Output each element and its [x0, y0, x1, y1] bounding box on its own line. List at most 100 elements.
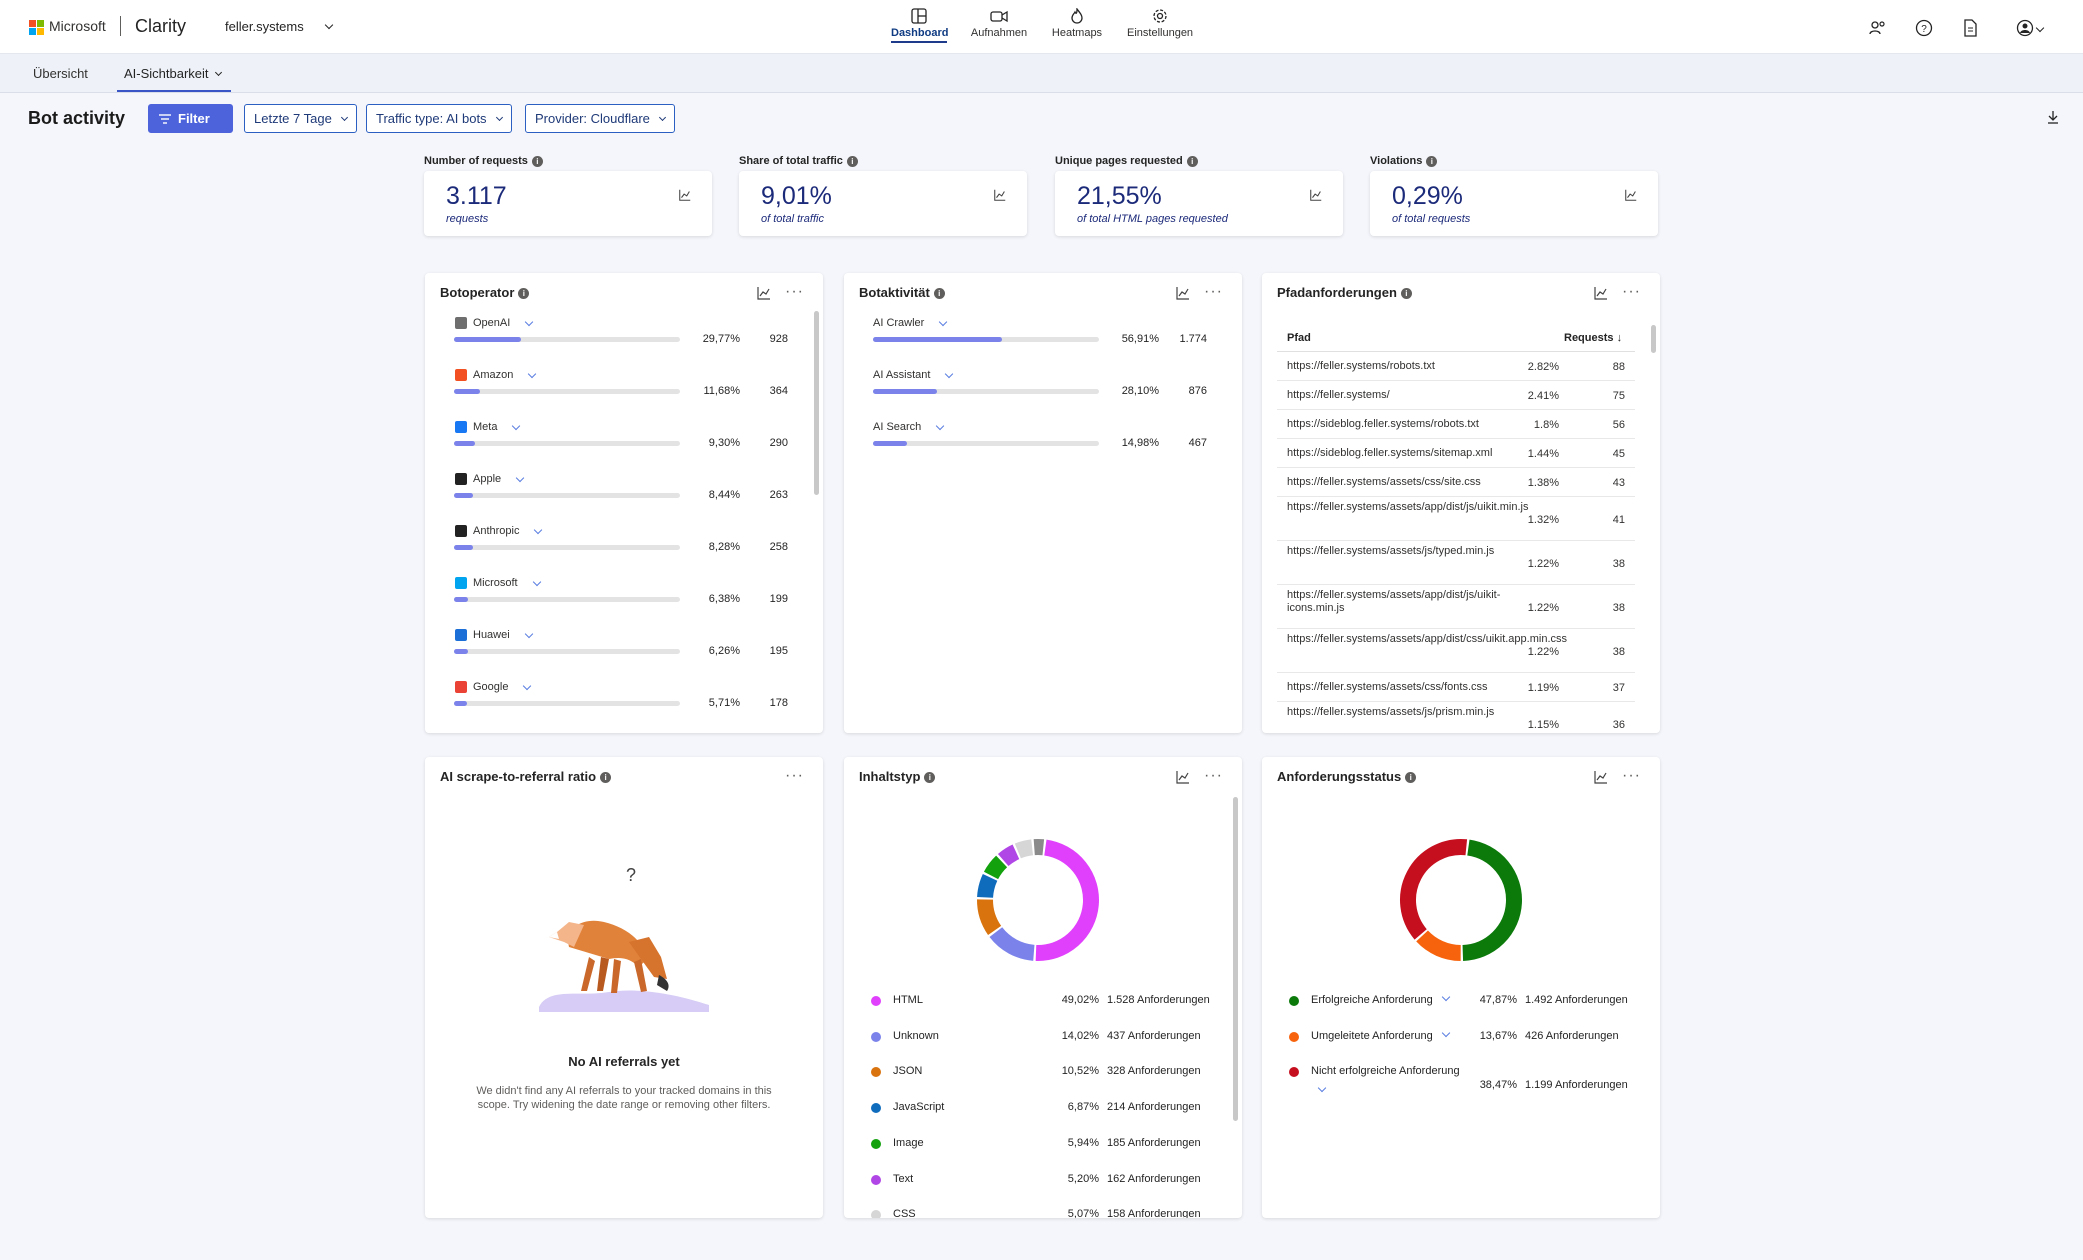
donut-segment[interactable] — [1416, 930, 1462, 961]
info-icon[interactable]: i — [846, 155, 858, 167]
chevron-down-icon[interactable] — [2035, 23, 2045, 33]
info-icon[interactable]: i — [518, 288, 530, 300]
row-item-huawei[interactable]: Huawei — [455, 629, 533, 641]
document-icon[interactable] — [1960, 18, 1980, 38]
share-people-icon[interactable] — [1867, 18, 1887, 38]
provider-dropdown[interactable]: Provider: Cloudflare — [525, 104, 675, 133]
path-cell[interactable]: https://feller.systems/assets/js/prism.m… — [1287, 706, 1495, 718]
info-icon[interactable]: i — [1400, 288, 1412, 300]
row-item-openai[interactable]: OpenAI — [455, 317, 534, 329]
row-item-ai-search[interactable]: AI Search — [873, 421, 945, 433]
legend-item[interactable]: CSS 5,07% 158 Anforderungen — [871, 1208, 1211, 1218]
trend-chart-icon[interactable] — [1175, 285, 1191, 301]
chevron-down-icon[interactable] — [525, 317, 534, 326]
chevron-down-icon[interactable] — [532, 577, 541, 586]
path-cell[interactable]: https://feller.systems/assets/css/fonts.… — [1287, 681, 1488, 693]
table-row[interactable]: https://feller.systems/assets/css/fonts.… — [1277, 673, 1635, 702]
column-header-path[interactable]: Pfad — [1287, 332, 1311, 344]
filter-button[interactable]: Filter — [148, 104, 233, 133]
donut-segment[interactable] — [1462, 839, 1522, 961]
table-row[interactable]: https://feller.systems/2.41% 75 — [1277, 381, 1635, 410]
trend-chart-icon[interactable] — [756, 285, 772, 301]
info-icon[interactable]: i — [1426, 155, 1438, 167]
legend-item[interactable]: JSON 10,52% 328 Anforderungen — [871, 1065, 1211, 1081]
help-icon[interactable]: ? — [1914, 18, 1934, 38]
row-item-ai-crawler[interactable]: AI Crawler — [873, 317, 948, 329]
legend-item[interactable]: Unknown 14,02% 437 Anforderungen — [871, 1030, 1211, 1046]
donut-segment[interactable] — [997, 844, 1020, 867]
more-options-icon[interactable]: ··· — [1622, 767, 1641, 784]
donut-segment[interactable] — [1400, 839, 1468, 940]
row-item-google[interactable]: Google — [455, 681, 532, 693]
app-name[interactable]: Clarity — [135, 16, 187, 36]
tab-ai-visibility[interactable]: AI-Sichtbarkeit — [124, 66, 223, 81]
info-icon[interactable]: i — [1405, 772, 1417, 784]
scrollbar[interactable] — [1651, 325, 1656, 353]
info-icon[interactable]: i — [531, 155, 543, 167]
row-item-ai-assistant[interactable]: AI Assistant — [873, 369, 954, 381]
info-icon[interactable]: i — [600, 772, 612, 784]
path-cell[interactable]: https://feller.systems/assets/app/dist/c… — [1287, 633, 1567, 645]
legend-item[interactable]: Nicht erfolgreiche Anforderung 38,47% 1.19… — [1289, 1065, 1629, 1093]
nav-aufnahmen[interactable]: Aufnahmen — [969, 8, 1029, 39]
table-row[interactable]: https://feller.systems/assets/app/dist/j… — [1277, 497, 1635, 541]
chevron-down-icon[interactable] — [1317, 1083, 1327, 1093]
row-item-meta[interactable]: Meta — [455, 421, 521, 433]
chevron-down-icon[interactable] — [1441, 1028, 1450, 1038]
path-cell[interactable]: https://sideblog.feller.systems/sitemap.… — [1287, 447, 1493, 459]
donut-segment[interactable] — [977, 873, 998, 899]
legend-item[interactable]: Image 5,94% 185 Anforderungen — [871, 1137, 1211, 1153]
donut-segment[interactable] — [1035, 839, 1099, 961]
scrollbar[interactable] — [814, 311, 819, 495]
donut-segment[interactable] — [977, 899, 1002, 936]
chevron-down-icon[interactable] — [512, 421, 521, 430]
legend-item[interactable]: Text 5,20% 162 Anforderungen — [871, 1173, 1211, 1189]
chevron-down-icon[interactable] — [528, 369, 537, 378]
project-selector[interactable]: feller.systems — [225, 19, 333, 34]
trend-chart-icon[interactable] — [1309, 188, 1323, 202]
more-options-icon[interactable]: ··· — [785, 767, 804, 784]
more-options-icon[interactable]: ··· — [785, 283, 804, 300]
path-cell[interactable]: https://feller.systems/assets/css/site.c… — [1287, 476, 1481, 488]
row-item-anthropic[interactable]: Anthropic — [455, 525, 543, 537]
chevron-down-icon[interactable] — [523, 681, 532, 690]
info-icon[interactable]: i — [1186, 155, 1198, 167]
chevron-down-icon[interactable] — [939, 317, 948, 326]
donut-segment[interactable] — [1014, 839, 1034, 859]
table-row[interactable]: https://feller.systems/assets/app/dist/c… — [1277, 629, 1635, 673]
nav-heatmaps[interactable]: Heatmaps — [1050, 8, 1104, 39]
chevron-down-icon[interactable] — [524, 629, 533, 638]
legend-item[interactable]: JavaScript 6,87% 214 Anforderungen — [871, 1101, 1211, 1117]
trend-chart-icon[interactable] — [1624, 188, 1638, 202]
chevron-down-icon[interactable] — [936, 421, 945, 430]
legend-item[interactable]: Umgeleitete Anforderung 13,67% 426 Anforde… — [1289, 1028, 1629, 1046]
scrollbar[interactable] — [1233, 797, 1238, 1121]
path-cell[interactable]: https://feller.systems/robots.txt — [1287, 360, 1435, 372]
traffic-type-dropdown[interactable]: Traffic type: AI bots — [366, 104, 512, 133]
trend-chart-icon[interactable] — [993, 188, 1007, 202]
path-cell[interactable]: https://feller.systems/assets/app/dist/j… — [1287, 589, 1501, 614]
chevron-down-icon[interactable] — [534, 525, 543, 534]
more-options-icon[interactable]: ··· — [1622, 283, 1641, 300]
chevron-down-icon[interactable] — [945, 369, 954, 378]
nav-einstellungen[interactable]: Einstellungen — [1127, 8, 1193, 39]
donut-segment[interactable] — [989, 926, 1035, 961]
tab-overview[interactable]: Übersicht — [33, 66, 88, 81]
account-icon[interactable] — [2015, 18, 2035, 38]
table-row[interactable]: https://feller.systems/robots.txt 2.82% 88 — [1277, 352, 1635, 381]
more-options-icon[interactable]: ··· — [1204, 767, 1223, 784]
info-icon[interactable]: i — [933, 288, 945, 300]
trend-chart-icon[interactable] — [678, 188, 692, 202]
legend-item[interactable]: HTML 49,02% 1.528 Anforderungen — [871, 994, 1211, 1010]
row-item-apple[interactable]: Apple — [455, 473, 525, 485]
chevron-down-icon[interactable] — [515, 473, 525, 482]
table-row[interactable]: https://feller.systems/assets/js/prism.m… — [1277, 702, 1635, 733]
chevron-down-icon[interactable] — [1441, 992, 1450, 1002]
trend-chart-icon[interactable] — [1175, 769, 1191, 785]
column-header-requests[interactable]: Requests ↓ — [1564, 332, 1622, 344]
path-cell[interactable]: https://feller.systems/ — [1287, 389, 1390, 401]
path-cell[interactable]: https://feller.systems/assets/app/dist/j… — [1287, 501, 1529, 513]
nav-dashboard[interactable]: Dashboard — [891, 8, 948, 43]
path-cell[interactable]: https://sideblog.feller.systems/robots.t… — [1287, 418, 1479, 430]
table-row[interactable]: https://feller.systems/assets/app/dist/j… — [1277, 585, 1635, 629]
